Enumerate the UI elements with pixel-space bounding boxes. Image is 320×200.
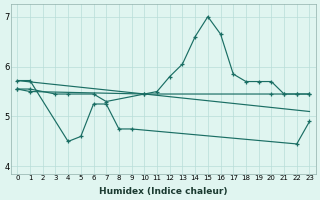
X-axis label: Humidex (Indice chaleur): Humidex (Indice chaleur) bbox=[99, 187, 228, 196]
